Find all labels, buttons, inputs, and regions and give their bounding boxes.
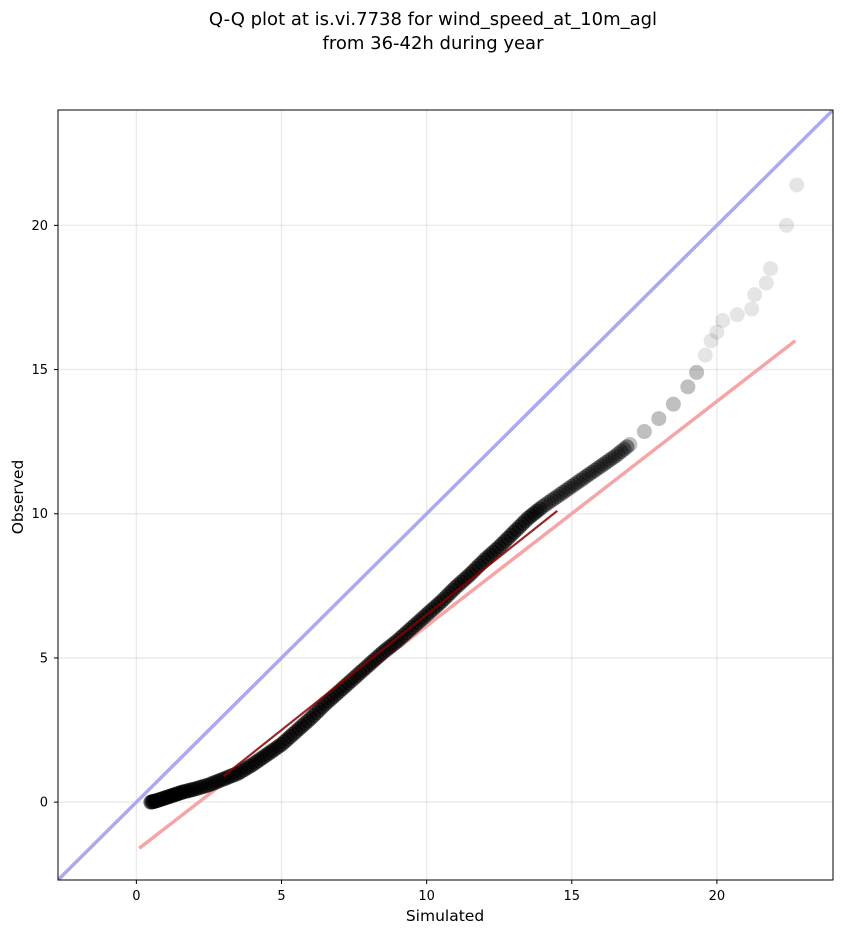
data-point-fill-30-2 (555, 484, 571, 500)
series-line-2 (222, 510, 558, 778)
plot-frame (57, 109, 834, 881)
data-point-35 (622, 437, 638, 453)
data-point-42 (703, 333, 719, 349)
data-point-32 (578, 468, 594, 484)
data-point-33 (593, 458, 609, 474)
data-point-fill-34-4 (619, 439, 635, 455)
chart-title-line-1: Q-Q plot at is.vi.7738 for wind_speed_at… (209, 9, 657, 30)
data-point-fill-34-2 (613, 443, 629, 459)
data-point-36 (636, 424, 652, 440)
x-tick-label-4: 20 (709, 889, 726, 904)
data-point-34 (607, 448, 623, 464)
data-point-fill-33-3 (601, 452, 617, 468)
data-point-44 (715, 313, 731, 329)
data-point-fill-30-4 (561, 480, 577, 496)
data-point-fill-34-1 (610, 446, 626, 462)
data-point-fill-31-3 (572, 472, 588, 488)
y-tick-label-2: 10 (31, 507, 48, 522)
x-axis-label: Simulated (406, 907, 484, 925)
data-point-30 (549, 488, 565, 504)
data-point-fill-29-3 (543, 492, 559, 508)
data-point-fill-32-2 (584, 464, 600, 480)
data-point-fill-30-1 (552, 486, 568, 502)
data-point-fill-28-4 (532, 501, 548, 517)
y-tick-label-3: 15 (31, 363, 48, 378)
data-point-39 (680, 379, 696, 395)
plot-area (58, 110, 833, 880)
data-point-fill-32-3 (587, 462, 603, 478)
y-axis-label: Observed (9, 460, 27, 535)
data-point-fill-29-2 (541, 494, 557, 510)
data-point-50 (779, 217, 795, 233)
data-point-fill-30-3 (558, 482, 574, 498)
series-line-0 (58, 110, 833, 880)
x-tick-label-0: 0 (132, 889, 140, 904)
data-point-48 (758, 275, 774, 291)
data-point-51 (789, 177, 805, 193)
data-point-46 (744, 301, 760, 317)
chart-title-line-2: from 36-42h during year (323, 33, 545, 54)
data-point-41 (697, 347, 713, 363)
data-point-43 (709, 324, 725, 340)
x-tick-label-2: 10 (418, 889, 435, 904)
data-point-fill-34-3 (616, 441, 632, 457)
data-point-fill-29-4 (546, 490, 562, 506)
y-tick-label-1: 5 (40, 651, 48, 666)
data-point-fill-31-2 (570, 474, 586, 490)
y-tick-label-0: 0 (40, 796, 48, 811)
y-tick-label-4: 20 (31, 219, 48, 234)
data-point-fill-32-1 (581, 466, 597, 482)
data-point-fill-33-1 (596, 456, 612, 472)
data-point-38 (665, 396, 681, 412)
data-point-47 (747, 287, 763, 303)
data-point-fill-33-4 (604, 450, 620, 466)
data-point-fill-31-4 (575, 470, 591, 486)
data-point-31 (564, 478, 580, 494)
grid-lines (58, 110, 833, 880)
data-point-40 (689, 364, 705, 380)
data-point-fill-29-1 (538, 497, 554, 513)
data-point-fill-31-1 (567, 476, 583, 492)
data-point-49 (763, 261, 779, 277)
data-point-fill-33-2 (599, 454, 615, 470)
data-point-fill-32-4 (590, 460, 606, 476)
x-tick-label-1: 5 (277, 889, 285, 904)
data-point-45 (729, 307, 745, 323)
tick-marks: 0 5 10 15 20 0 5 10 15 20 (31, 219, 725, 904)
x-tick-label-3: 15 (563, 889, 580, 904)
data-point-37 (651, 411, 667, 427)
